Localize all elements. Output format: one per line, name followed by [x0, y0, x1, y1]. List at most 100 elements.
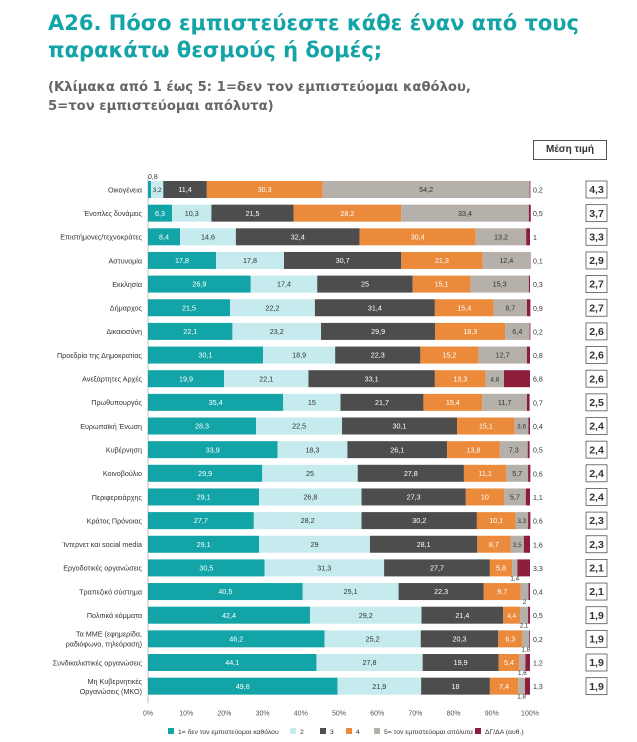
- x-tick-label: 100%: [521, 710, 539, 717]
- bar-segment-6: [504, 370, 530, 388]
- bar-segment-6: [525, 654, 530, 671]
- category-label: Ευρωπαϊκή Ένωση: [80, 422, 142, 431]
- mean-value-box: [585, 440, 608, 459]
- bar-segment-4: [434, 299, 494, 317]
- bar-segment-5: [519, 654, 526, 671]
- data-label-dk: 6,8: [533, 377, 543, 384]
- chart-title: A26. Πόσο εμπιστεύεστε κάθε έναν από του…: [48, 10, 608, 64]
- data-label: 18,3: [463, 327, 477, 336]
- mean-value-box: [585, 511, 608, 530]
- bar-segment-1: [148, 488, 260, 506]
- data-label-dk: 1,1: [533, 495, 543, 502]
- category-label: Οργανώσεις (ΜΚΟ): [80, 687, 142, 696]
- bar-segment-1: [148, 393, 284, 411]
- mean-value-box: [585, 677, 608, 696]
- bar-segment-6: [526, 228, 530, 246]
- mean-value-box: [585, 346, 608, 364]
- bar-segment-3: [321, 322, 436, 340]
- data-label: 11,7: [498, 398, 511, 407]
- data-label-dk: 0,6: [533, 471, 543, 478]
- bar-segment-4: [420, 346, 479, 364]
- category-label: Συνδικαλιστικές οργανώσεις: [53, 658, 143, 667]
- bar-segment-2: [232, 322, 322, 340]
- mean-value: 2,7: [589, 302, 604, 314]
- mean-value-box: [585, 369, 608, 388]
- bar-segment-3: [357, 464, 464, 482]
- bar-segment-1: [148, 181, 152, 198]
- bar-segment-2: [259, 535, 370, 553]
- mean-value-box: [585, 535, 608, 554]
- mean-value-header: Μέση τιμή: [533, 140, 607, 160]
- bar-segment-1: [148, 535, 260, 553]
- data-label: 33,9: [206, 445, 220, 454]
- bar-segment-5: [515, 512, 529, 530]
- data-label-dk: 0,2: [533, 637, 543, 644]
- bar-segment-4: [477, 535, 511, 553]
- data-label: 32,4: [291, 232, 305, 241]
- chart-title-line: A26. Πόσο εμπιστεύεστε κάθε έναν από του…: [48, 11, 579, 35]
- legend-label: 3: [330, 729, 334, 736]
- mean-value: 2,4: [589, 468, 604, 480]
- mean-value-box: [585, 227, 608, 246]
- bar-segment-3: [335, 346, 421, 364]
- data-label-dk: 0,3: [533, 282, 543, 289]
- data-label: 13,2: [494, 232, 508, 241]
- bar-segment-3: [421, 677, 490, 695]
- x-tick-label: 80%: [447, 710, 461, 717]
- bar-segment-6: [528, 512, 531, 530]
- bar-segment-1: [148, 583, 303, 601]
- bar-segment-6: [526, 346, 530, 364]
- bar-segment-3: [384, 559, 490, 577]
- bar-segment-2: [262, 464, 358, 482]
- legend-label: 5= τον εμπιστεύομαι απόλυτα: [384, 728, 473, 736]
- data-label: 27,8: [404, 469, 418, 478]
- bar-segment-3: [308, 370, 435, 388]
- chart-title-line: παρακάτω θεσμούς ή δομές;: [48, 38, 383, 62]
- data-label: 21,5: [245, 209, 259, 218]
- mean-value-box: [585, 559, 608, 577]
- x-tick-label: 30%: [256, 710, 270, 717]
- bar-segment-3: [369, 535, 478, 553]
- bar-segment-1: [148, 630, 325, 648]
- bar-segment-4: [465, 488, 505, 506]
- data-label: 17,4: [277, 280, 291, 289]
- data-label: 18: [452, 682, 460, 691]
- data-label: 15,4: [446, 398, 460, 407]
- data-label: 15: [308, 398, 316, 407]
- data-label: 18,9: [292, 351, 306, 360]
- legend-swatch: [346, 728, 352, 734]
- x-tick-label: 10%: [179, 710, 193, 717]
- bar-segment-2: [277, 441, 348, 459]
- data-label: 30,2: [412, 516, 426, 525]
- data-label: 14,6: [201, 232, 215, 241]
- data-label: 8,7: [505, 303, 515, 312]
- bar-segment-4: [503, 606, 521, 624]
- bar-segment-5: [485, 370, 505, 388]
- bar-segment-2: [264, 559, 385, 577]
- data-label: 19,9: [179, 374, 193, 383]
- mean-value: 4,3: [589, 184, 604, 196]
- data-label: 20,3: [453, 634, 467, 643]
- data-label-dk: 0,8: [533, 353, 543, 360]
- data-label: 6,4: [512, 327, 522, 336]
- bar-segment-4: [206, 181, 323, 198]
- data-label: 5,8: [496, 564, 506, 573]
- bar-segment-3: [398, 583, 484, 601]
- data-label: 30,1: [393, 422, 407, 431]
- bar-segment-6: [528, 204, 531, 222]
- bar-segment-6: [525, 488, 530, 506]
- bar-segment-4: [447, 441, 500, 459]
- bar-segment-5: [506, 464, 529, 482]
- bar-segment-6: [528, 464, 531, 482]
- mean-value-box: [585, 653, 608, 672]
- bar-segment-3: [421, 606, 504, 624]
- bar-segment-6: [528, 275, 530, 293]
- bar-segment-2: [215, 251, 284, 269]
- bar-segment-3: [340, 393, 424, 411]
- bar-segment-2: [250, 275, 318, 293]
- bar-segment-6: [529, 181, 531, 198]
- data-label: 26,9: [192, 280, 206, 289]
- bar-segment-5: [520, 606, 529, 624]
- data-label: 11,1: [478, 469, 491, 478]
- data-label: 29,9: [198, 469, 212, 478]
